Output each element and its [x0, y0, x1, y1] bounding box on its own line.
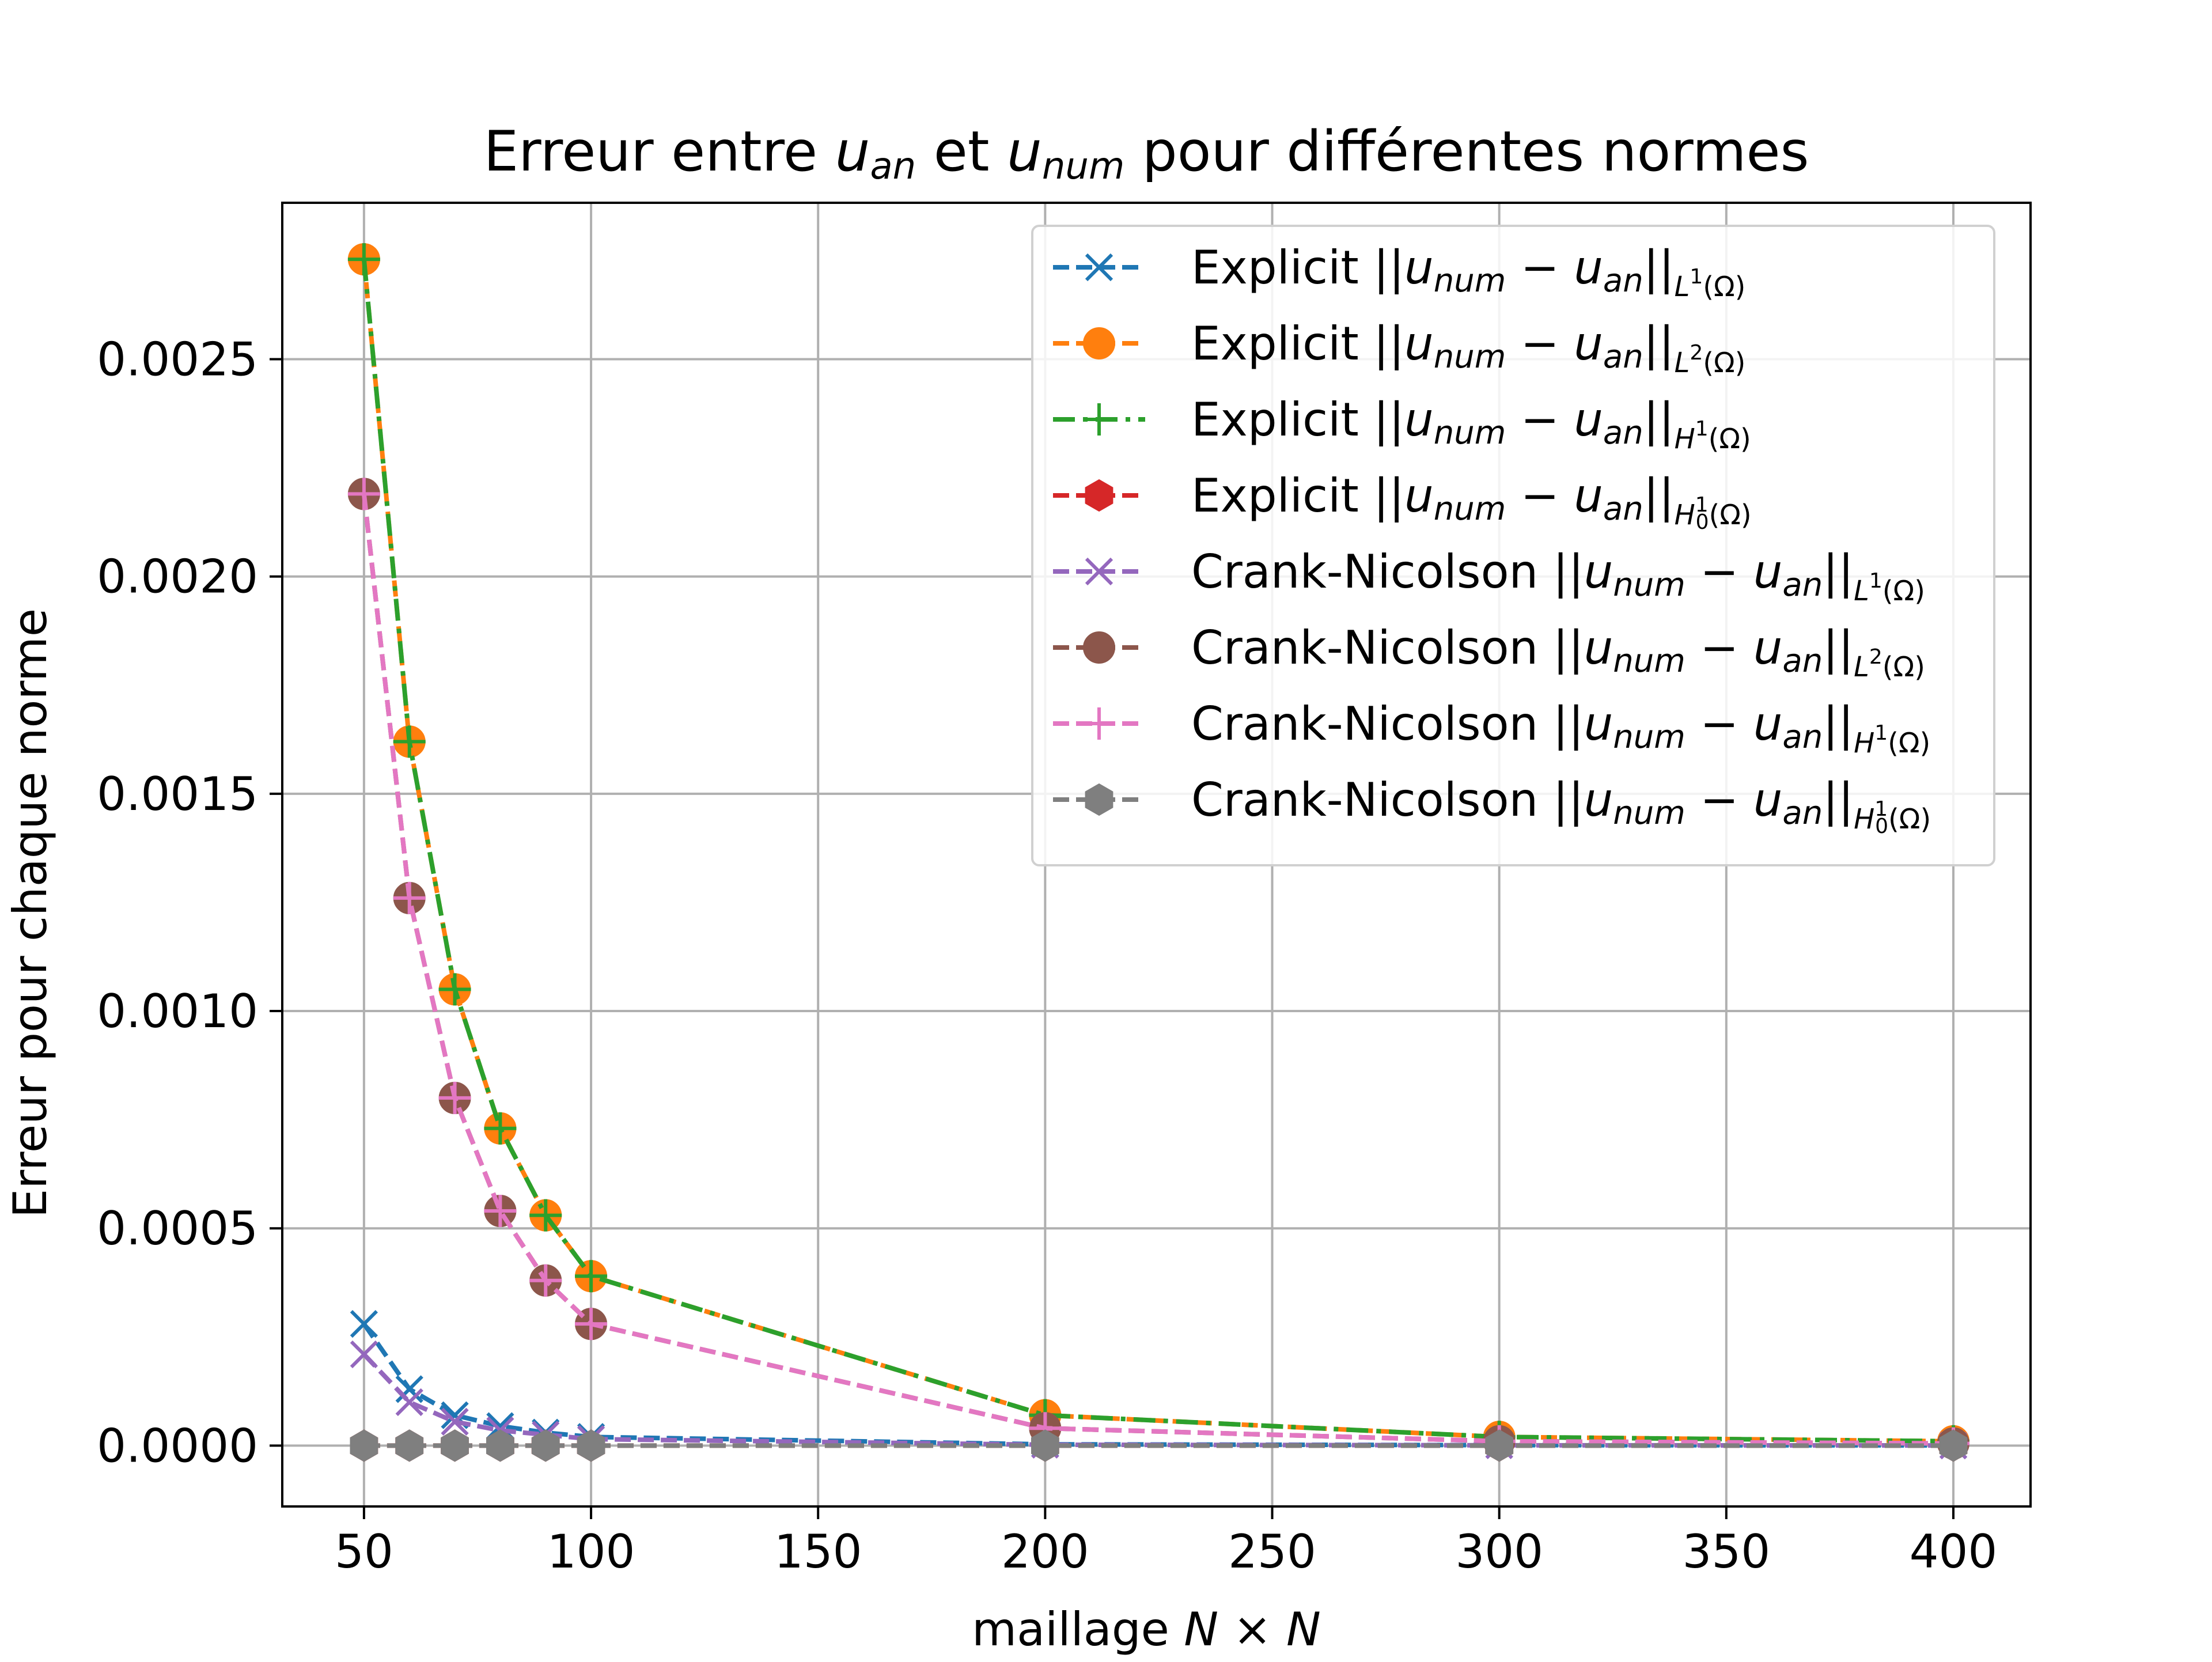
- legend-entry: Crank-Nicolson ||unum − uan||L2(Ω): [1053, 621, 1925, 683]
- data-point: [350, 1429, 378, 1462]
- y-tick-label: 0.0015: [97, 767, 258, 821]
- x-tick-label: 250: [1228, 1525, 1316, 1578]
- y-tick-label: 0.0000: [97, 1419, 258, 1472]
- legend-label: Explicit ||unum − uan||L2(Ω): [1191, 317, 1745, 379]
- legend-label: Explicit ||unum − uan||L1(Ω): [1191, 241, 1745, 303]
- legend-marker: [1085, 479, 1113, 512]
- data-point: [1485, 1429, 1514, 1462]
- data-point: [393, 725, 426, 758]
- legend-marker: [1083, 403, 1115, 436]
- legend-marker: [1083, 327, 1115, 359]
- data-point: [575, 1308, 608, 1341]
- x-tick-label: 350: [1682, 1525, 1770, 1578]
- legend-marker: [1085, 783, 1113, 816]
- data-point: [486, 1429, 514, 1462]
- chart-title: Erreur entre uan et unum pour différente…: [483, 119, 1809, 188]
- data-point: [347, 478, 380, 510]
- data-point: [395, 1375, 423, 1403]
- legend-label: Crank-Nicolson ||unum − uan||L1(Ω): [1191, 545, 1925, 607]
- x-tick-label: 300: [1455, 1525, 1543, 1578]
- tick-layer: 50 100 150 200 250 300 350 400 0.0000 0.0005 0.001…: [97, 333, 1997, 1578]
- data-point: [347, 243, 380, 276]
- series-3: [347, 243, 1969, 1457]
- data-point: [441, 1407, 469, 1436]
- data-point: [393, 881, 426, 914]
- x-axis-label: maillage N × N: [972, 1603, 1321, 1656]
- legend-marker: [1085, 253, 1113, 282]
- legend-label: Crank-Nicolson ||unum − uan||H1(Ω): [1191, 697, 1930, 759]
- legend-entry: Explicit ||unum − uan||H1 0(Ω): [1053, 469, 1752, 534]
- legend-entry: Explicit ||unum − uan||L2(Ω): [1053, 317, 1745, 379]
- plot-frame: [281, 202, 2032, 1508]
- data-point: [438, 1081, 471, 1114]
- data-point: [395, 1429, 424, 1462]
- data-point: [531, 1429, 560, 1462]
- data-point: [577, 1429, 605, 1462]
- y-tick-label: 0.0025: [97, 333, 258, 387]
- x-tick-label: 50: [335, 1525, 393, 1578]
- y-tick-label: 0.0010: [97, 985, 258, 1038]
- y-axis-label: Erreur pour chaque norme: [3, 608, 57, 1218]
- data-point: [441, 1429, 469, 1462]
- series-line: [362, 1353, 1954, 1448]
- data-point: [575, 1260, 608, 1293]
- x-tick-label: 400: [1910, 1525, 1998, 1578]
- y-tick-label: 0.0020: [97, 550, 258, 604]
- axes-frame: [281, 202, 2032, 1508]
- legend-box: [1031, 225, 1995, 866]
- series-layer: [347, 243, 1969, 1462]
- legend-marker: [1083, 631, 1115, 664]
- x-tick-label: 200: [1001, 1525, 1089, 1578]
- data-point: [484, 1112, 517, 1145]
- data-point: [484, 1195, 517, 1228]
- data-point: [395, 1388, 423, 1417]
- legend-label: Explicit ||unum − uan||H1 0(Ω): [1191, 469, 1752, 534]
- legend-entry: Crank-Nicolson ||unum − uan||H1(Ω): [1053, 697, 1930, 759]
- y-tick-label: 0.0005: [97, 1202, 258, 1255]
- legend-label: Crank-Nicolson ||unum − uan||L2(Ω): [1191, 621, 1925, 683]
- legend-entry: Explicit ||unum − uan||L1(Ω): [1053, 241, 1745, 303]
- x-tick-label: 150: [774, 1525, 862, 1578]
- data-point: [529, 1199, 562, 1232]
- legend-entry: Crank-Nicolson ||unum − uan||H1 0(Ω): [1053, 773, 1931, 838]
- data-point: [529, 1264, 562, 1297]
- legend-entry: Explicit ||unum − uan||H1(Ω): [1053, 393, 1751, 455]
- legend-marker: [1083, 707, 1115, 740]
- legend-label: Crank-Nicolson ||unum − uan||H1 0(Ω): [1191, 773, 1931, 838]
- legend-entry: Crank-Nicolson ||unum − uan||L1(Ω): [1053, 545, 1925, 607]
- data-point: [350, 1340, 378, 1369]
- data-point: [438, 973, 471, 1006]
- legend: Explicit ||unum − uan||L1(Ω) Explicit ||u…: [1031, 225, 1995, 866]
- data-point: [350, 1310, 378, 1338]
- series-line: [362, 1322, 1954, 1448]
- series-8: [350, 1429, 1968, 1462]
- legend-marker: [1085, 557, 1113, 586]
- legend-label: Explicit ||unum − uan||H1(Ω): [1191, 393, 1751, 455]
- x-tick-label: 100: [547, 1525, 635, 1578]
- data-point: [1939, 1429, 1968, 1462]
- data-point: [1031, 1429, 1059, 1462]
